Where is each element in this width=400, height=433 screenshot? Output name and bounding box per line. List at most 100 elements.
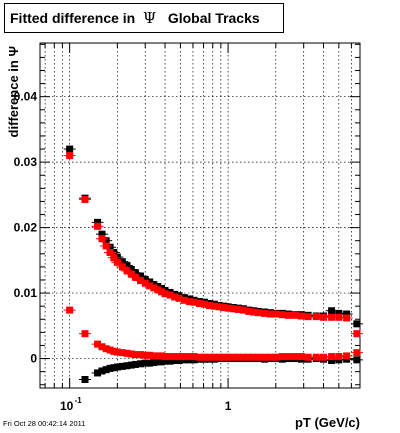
data-point <box>81 195 89 203</box>
data-point <box>215 303 223 311</box>
chart-title: Fitted difference in Ψ Global Tracks <box>4 3 284 33</box>
grid <box>40 43 360 388</box>
data-point <box>110 347 118 355</box>
data-point <box>118 362 126 370</box>
data-point <box>131 273 139 281</box>
data-point <box>278 311 286 319</box>
data-point <box>201 300 209 308</box>
data-point <box>272 310 280 318</box>
data-marks <box>63 145 363 383</box>
data-point <box>335 353 343 361</box>
data-point <box>98 235 106 243</box>
data-point <box>319 313 327 321</box>
data-point <box>158 352 166 360</box>
data-point <box>106 248 114 256</box>
data-point <box>110 364 118 372</box>
data-point <box>161 290 169 298</box>
data-point <box>158 358 166 366</box>
data-point <box>150 358 158 366</box>
data-point <box>319 353 327 361</box>
title-symbol: Ψ <box>143 9 157 27</box>
data-point <box>245 307 253 315</box>
data-point <box>113 363 121 371</box>
data-point <box>175 294 183 302</box>
data-point <box>335 309 343 317</box>
data-point <box>312 353 320 361</box>
x-tick-label: 1 <box>225 399 232 413</box>
data-point <box>220 303 228 311</box>
data-point <box>304 353 312 361</box>
data-point <box>146 359 154 367</box>
data-point <box>261 309 269 317</box>
data-point <box>353 356 361 364</box>
data-point <box>210 302 218 310</box>
data-point <box>113 258 121 266</box>
data-point <box>254 353 262 361</box>
data-point <box>291 311 299 319</box>
data-point <box>102 345 110 353</box>
data-point <box>94 340 102 348</box>
data-point <box>190 353 198 361</box>
data-point <box>185 298 193 306</box>
data-point <box>291 353 299 361</box>
data-point <box>239 306 247 314</box>
title-suffix: Global Tracks <box>167 10 260 26</box>
data-point <box>94 369 102 377</box>
data-point <box>127 361 135 369</box>
data-point <box>195 300 203 308</box>
data-point <box>136 272 144 280</box>
data-point <box>66 145 74 153</box>
data-point <box>113 348 121 356</box>
data-point <box>297 312 305 320</box>
y-tick-label: 0.04 <box>14 90 38 104</box>
data-point <box>127 270 135 278</box>
data-point <box>297 353 305 361</box>
data-point <box>141 275 149 283</box>
data-point <box>229 305 237 313</box>
data-point <box>136 360 144 368</box>
y-tick-label: 0 <box>30 352 37 366</box>
data-point <box>146 351 154 359</box>
data-point <box>118 263 126 271</box>
data-point <box>94 218 102 226</box>
data-point <box>106 346 114 354</box>
x-tick-label-exponent: -1 <box>75 396 83 405</box>
data-point <box>131 360 139 368</box>
data-point <box>98 230 106 238</box>
x-tick-label: 10 <box>60 399 74 413</box>
data-point <box>166 291 174 299</box>
data-point <box>102 237 110 245</box>
data-point <box>146 282 154 290</box>
data-point <box>154 286 162 294</box>
data-point <box>171 293 179 301</box>
data-point <box>166 357 174 365</box>
data-point <box>146 278 154 286</box>
data-point <box>254 309 262 317</box>
data-point <box>106 364 114 372</box>
data-point <box>123 349 131 357</box>
x-axis-label: pT (GeV/c) <box>295 415 360 430</box>
data-point <box>328 357 336 365</box>
y-tick-label: 0.03 <box>14 155 38 169</box>
data-point <box>81 330 89 338</box>
plot-frame <box>39 42 361 389</box>
data-point <box>180 296 188 304</box>
data-point <box>118 349 126 357</box>
data-point <box>284 353 292 361</box>
data-point <box>205 302 213 310</box>
data-point <box>98 343 106 351</box>
data-point <box>304 313 312 321</box>
data-point <box>102 242 110 250</box>
title-prefix: Fitted difference in <box>10 10 136 26</box>
data-point <box>94 222 102 230</box>
data-point <box>343 310 351 318</box>
data-point <box>110 254 118 262</box>
data-point <box>175 357 183 365</box>
data-point <box>123 267 131 275</box>
data-point <box>141 279 149 287</box>
data-point <box>106 243 114 251</box>
axes: 0 0.01 0.02 0.03 0.04 10 -1 1 <box>14 43 360 413</box>
data-point <box>66 152 74 160</box>
data-point <box>312 313 320 321</box>
